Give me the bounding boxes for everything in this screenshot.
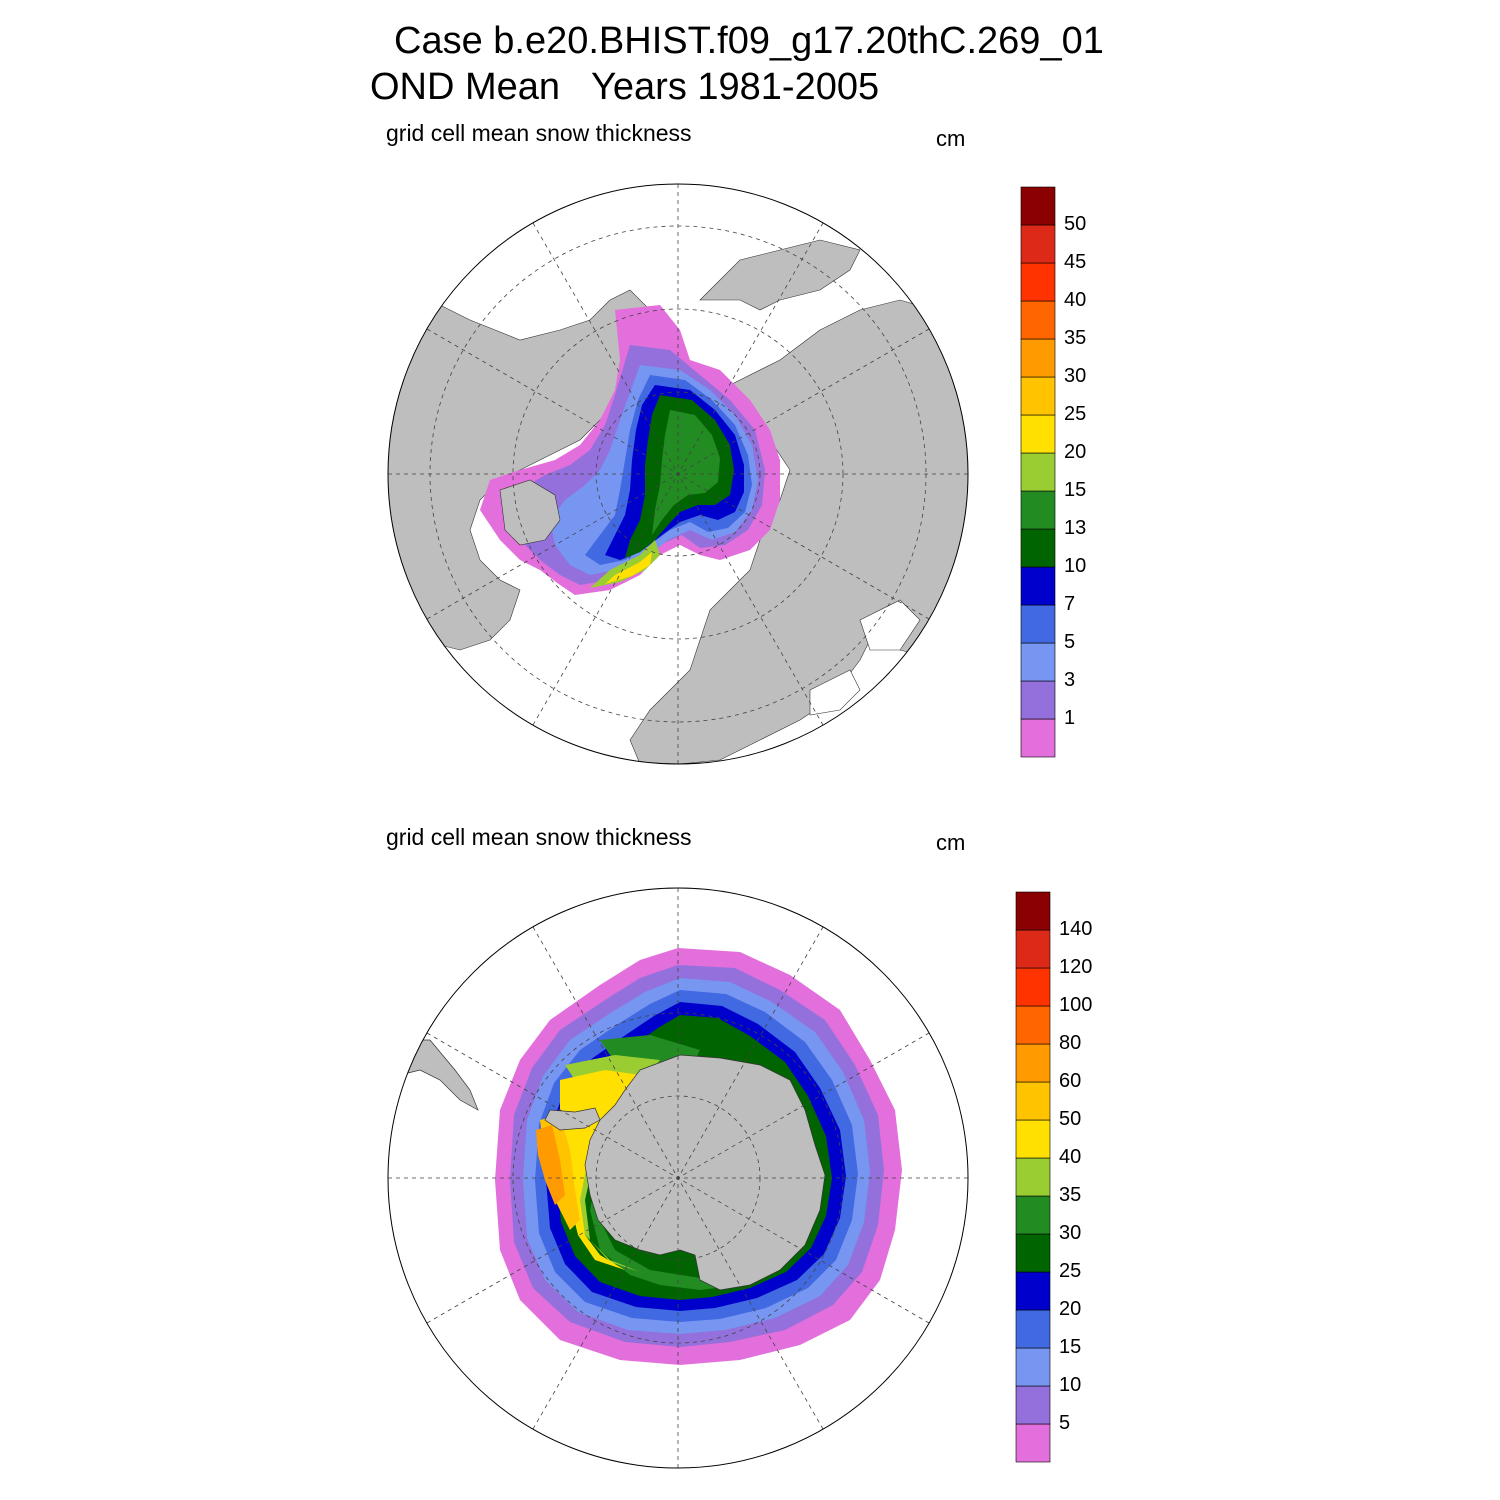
colorbar-swatch <box>1015 891 1051 931</box>
south-peninsula <box>544 1107 601 1131</box>
colorbar-swatch <box>1015 1081 1051 1121</box>
page-subtitle: OND Mean Years 1981-2005 <box>370 66 880 108</box>
north-tick-label: 5 <box>1064 631 1076 653</box>
south-colorbar <box>1015 891 1051 1463</box>
north-tick-label: 7 <box>1064 593 1076 615</box>
colorbar-swatch <box>1020 224 1056 264</box>
colorbar-swatch <box>1020 300 1056 340</box>
colorbar-swatch <box>1015 1195 1051 1235</box>
north-snow-20-25 <box>605 552 652 584</box>
south-tick-label: 10 <box>1059 1374 1082 1396</box>
south-tick-label: 20 <box>1059 1298 1082 1320</box>
south-tick-label: 15 <box>1059 1336 1082 1358</box>
colorbar-swatch <box>1020 528 1056 568</box>
south-tick-label: 25 <box>1059 1260 1082 1282</box>
colorbar-swatch <box>1020 338 1056 378</box>
south-map-fields <box>399 948 902 1365</box>
south-polar-map <box>387 887 969 1469</box>
south-tick-label: 120 <box>1059 956 1093 978</box>
colorbar-swatch <box>1015 1385 1051 1425</box>
south-tick-label: 30 <box>1059 1222 1082 1244</box>
colorbar-swatch <box>1020 262 1056 302</box>
colorbar-swatch <box>1020 490 1056 530</box>
colorbar-swatch <box>1015 1271 1051 1311</box>
south-units-label: cm <box>936 830 966 855</box>
south-tick-label: 40 <box>1059 1146 1082 1168</box>
colorbar-swatch <box>1015 1157 1051 1197</box>
colorbar-swatch <box>1020 376 1056 416</box>
north-panel-label: grid cell mean snow thickness <box>386 120 692 146</box>
north-tick-label: 15 <box>1064 479 1087 501</box>
colorbar-swatch <box>1020 718 1056 758</box>
south-tick-label: 80 <box>1059 1032 1082 1054</box>
north-tick-label: 25 <box>1064 403 1087 425</box>
page-title: Case b.e20.BHIST.f09_g17.20thC.269_01 <box>394 20 1104 62</box>
south-tick-label: 50 <box>1059 1108 1082 1130</box>
colorbar-swatch <box>1020 452 1056 492</box>
colorbar-swatch <box>1020 604 1056 644</box>
colorbar-swatch <box>1015 1119 1051 1159</box>
south-tick-label: 60 <box>1059 1070 1082 1092</box>
north-graticule <box>388 184 968 764</box>
north-snow-13-15 <box>652 410 720 535</box>
north-tick-label: 1 <box>1064 707 1076 729</box>
south-panel-label: grid cell mean snow thickness <box>386 824 692 850</box>
colorbar-swatch <box>1015 1347 1051 1387</box>
colorbar-swatch <box>1020 566 1056 606</box>
south-south-america <box>399 1039 479 1111</box>
colorbar-swatch <box>1015 1043 1051 1083</box>
north-polar-map <box>387 183 969 765</box>
south-tick-label: 100 <box>1059 994 1093 1016</box>
colorbar-swatch <box>1015 967 1051 1007</box>
colorbar-swatch <box>1020 186 1056 226</box>
colorbar-swatch <box>1020 414 1056 454</box>
north-tick-label: 50 <box>1064 213 1087 235</box>
north-tick-label: 3 <box>1064 669 1076 691</box>
north-tick-label: 10 <box>1064 555 1087 577</box>
colorbar-swatch <box>1015 1233 1051 1273</box>
colorbar-swatch <box>1015 1309 1051 1349</box>
south-graticule <box>388 888 968 1468</box>
north-map-fields <box>388 239 968 764</box>
south-tick-label: 35 <box>1059 1184 1082 1206</box>
north-tick-label: 45 <box>1064 251 1087 273</box>
north-tick-label: 20 <box>1064 441 1087 463</box>
north-colorbar <box>1020 186 1056 758</box>
south-tick-label: 5 <box>1059 1412 1071 1434</box>
south-snow-60-80 <box>536 1125 565 1205</box>
colorbar-swatch <box>1020 680 1056 720</box>
south-antarctica <box>584 1054 826 1291</box>
north-tick-label: 13 <box>1064 517 1087 539</box>
north-snow-15-20 <box>590 540 660 588</box>
colorbar-swatch <box>1015 929 1051 969</box>
south-tick-label: 140 <box>1059 918 1093 940</box>
colorbar-swatch <box>1015 1423 1051 1463</box>
north-tick-label: 30 <box>1064 365 1087 387</box>
north-tick-label: 40 <box>1064 289 1087 311</box>
north-tick-label: 35 <box>1064 327 1087 349</box>
colorbar-swatch <box>1020 642 1056 682</box>
north-units-label: cm <box>936 126 966 151</box>
colorbar-swatch <box>1015 1005 1051 1045</box>
north-island <box>499 479 561 546</box>
